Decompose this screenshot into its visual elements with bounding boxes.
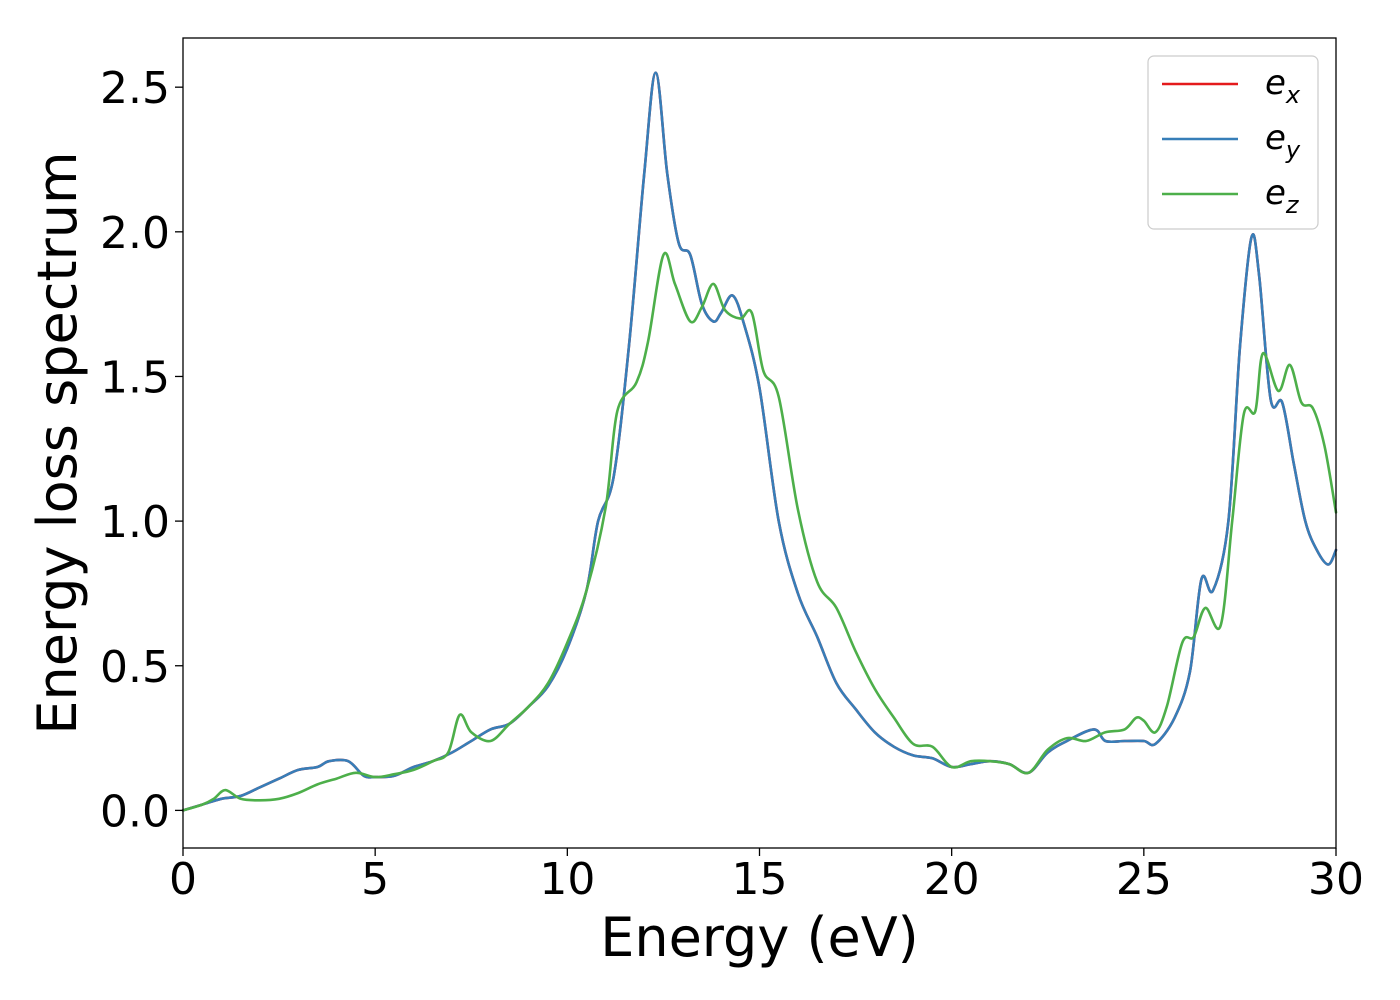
y-tick-label: 1.0 (100, 497, 170, 548)
x-tick-label: 15 (732, 854, 788, 905)
y-axis-ticks: 0.0 0.5 1.0 1.5 2.0 2.5 (100, 63, 183, 837)
legend-subscript-y: y (1285, 136, 1301, 164)
x-tick-label: 30 (1308, 854, 1364, 905)
y-tick-label: 2.5 (100, 63, 170, 114)
series-line-y (181, 71, 1338, 812)
legend-subscript-x: x (1285, 81, 1301, 109)
x-tick-label: 20 (924, 854, 980, 905)
plot-area (183, 38, 1336, 848)
y-tick-label: 1.5 (100, 352, 170, 403)
legend-subscript-z: z (1285, 191, 1300, 219)
x-tick-label: 25 (1116, 854, 1172, 905)
y-axis-label: Energy loss spectrum (26, 151, 89, 734)
y-tick-label: 0.5 (100, 642, 170, 693)
x-tick-label: 5 (361, 854, 389, 905)
series-line-z (181, 251, 1338, 812)
series-layer (181, 71, 1338, 812)
x-tick-label: 10 (539, 854, 595, 905)
y-tick-label: 2.0 (100, 208, 170, 259)
x-tick-label: 0 (169, 854, 197, 905)
x-axis-ticks: 0 5 10 15 20 25 30 (169, 848, 1364, 905)
x-axis-label: Energy (eV) (600, 906, 919, 969)
y-tick-label: 0.0 (100, 786, 170, 837)
legend-box (1147, 55, 1319, 230)
